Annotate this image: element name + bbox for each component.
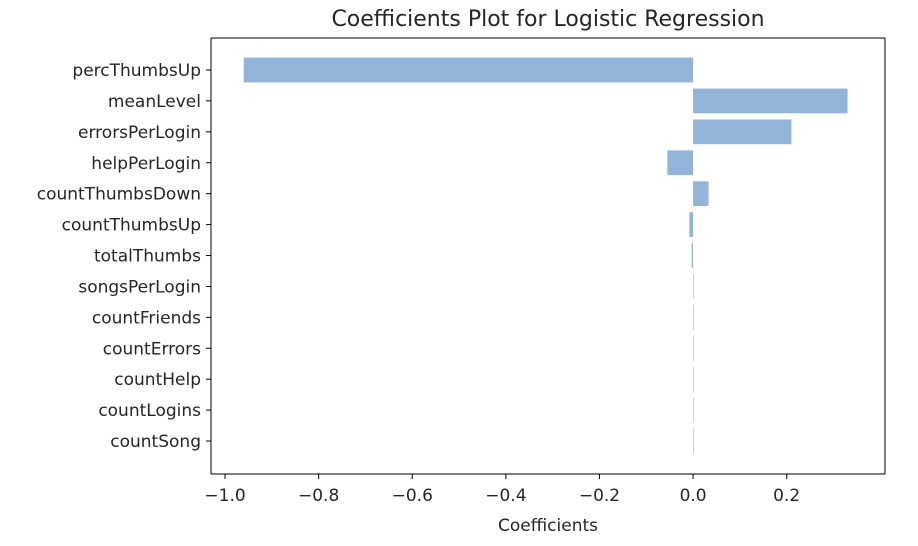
y-tick-label-totalThumbs: totalThumbs xyxy=(94,247,201,267)
x-axis-label: Coefficients xyxy=(498,516,598,536)
y-tick-label-songsPerLogin: songsPerLogin xyxy=(78,277,201,297)
x-tick-label-0: −1.0 xyxy=(204,486,245,506)
bar-countLogins xyxy=(693,397,694,423)
y-tick-label-countLogins: countLogins xyxy=(98,401,201,421)
y-tick-label-countFriends: countFriends xyxy=(92,308,201,328)
y-tick-label-percThumbsUp: percThumbsUp xyxy=(72,61,201,81)
bar-helpPerLogin xyxy=(667,150,694,176)
x-tick-label-3: −0.4 xyxy=(485,486,526,506)
bar-errorsPerLogin xyxy=(693,119,792,145)
y-tick-label-helpPerLogin: helpPerLogin xyxy=(91,154,201,174)
bar-countErrors xyxy=(693,335,694,361)
y-axis: percThumbsUp meanLevel errorsPerLogin helpP… xyxy=(37,61,211,452)
x-tick-label-4: −0.2 xyxy=(579,486,620,506)
bars xyxy=(243,57,848,454)
bar-countHelp xyxy=(693,366,694,392)
bar-songsPerLogin xyxy=(693,274,694,299)
x-tick-label-5: 0.0 xyxy=(680,486,707,506)
x-axis: −1.0 −0.8 −0.6 −0.4 −0.2 0.0 0.2 xyxy=(204,474,800,506)
y-tick-label-countThumbsDown: countThumbsDown xyxy=(37,185,201,205)
bar-meanLevel xyxy=(693,88,848,114)
bar-totalThumbs xyxy=(691,243,694,268)
y-tick-label-countHelp: countHelp xyxy=(114,370,201,390)
bar-percThumbsUp xyxy=(243,57,694,83)
bar-countThumbsUp xyxy=(689,212,694,237)
y-tick-label-countSong: countSong xyxy=(110,432,201,452)
y-tick-label-countThumbsUp: countThumbsUp xyxy=(62,216,201,236)
x-tick-label-6: 0.2 xyxy=(773,486,800,506)
y-tick-label-errorsPerLogin: errorsPerLogin xyxy=(78,123,201,143)
chart-title: Coefficients Plot for Logistic Regressio… xyxy=(331,7,764,32)
bar-countThumbsDown xyxy=(693,181,709,207)
bar-countFriends xyxy=(693,304,694,330)
bar-countSong xyxy=(693,428,694,454)
x-tick-label-1: −0.8 xyxy=(298,486,339,506)
x-tick-label-2: −0.6 xyxy=(392,486,433,506)
y-tick-label-countErrors: countErrors xyxy=(103,339,201,359)
y-tick-label-meanLevel: meanLevel xyxy=(108,92,201,112)
